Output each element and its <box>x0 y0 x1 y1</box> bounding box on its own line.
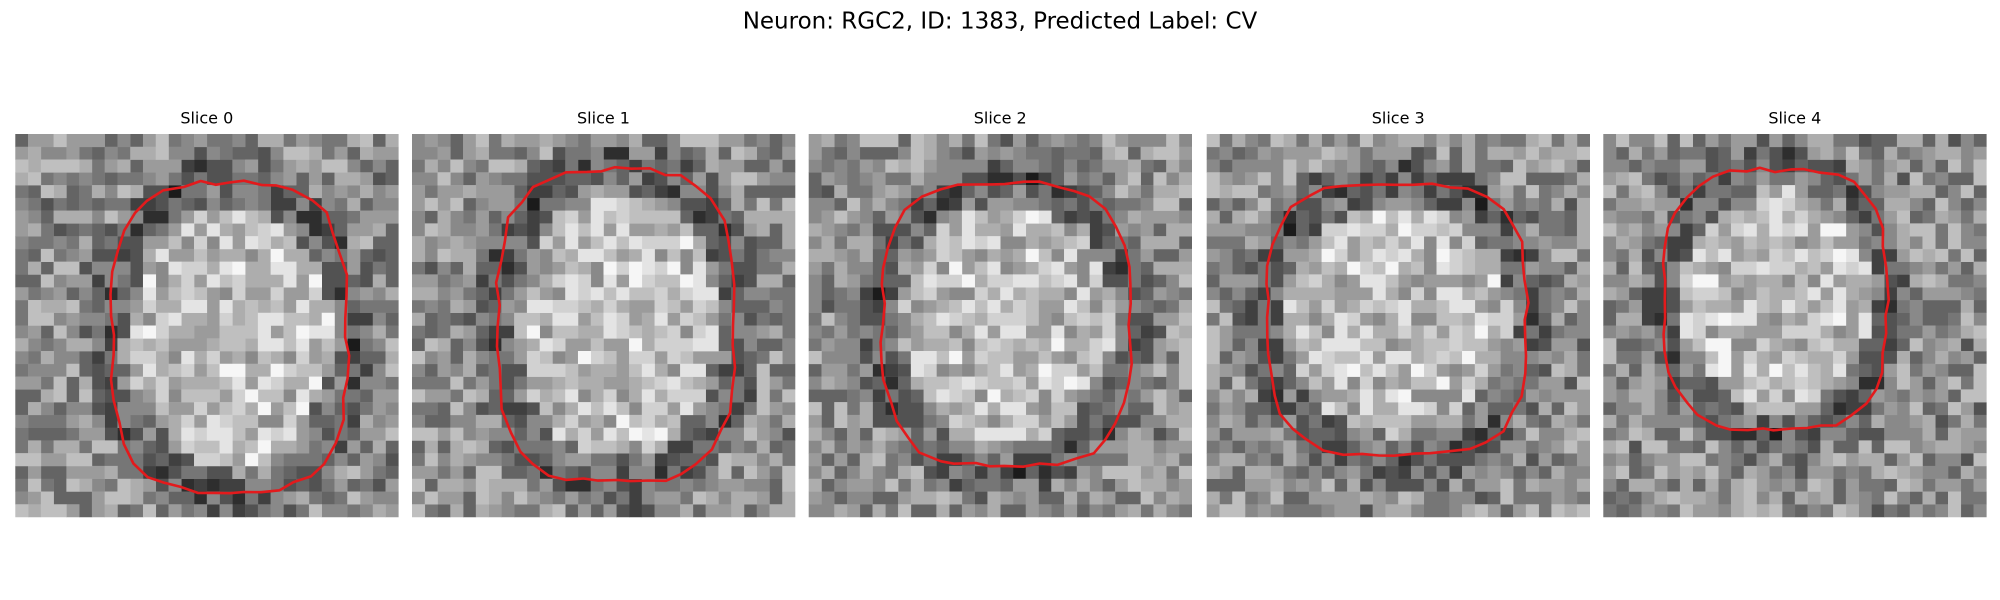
pixel-group <box>1206 134 1590 518</box>
slice-image <box>15 134 399 518</box>
panel-title: Slice 2 <box>974 109 1027 128</box>
pixel-group <box>1603 134 1987 518</box>
slice-image <box>412 134 796 518</box>
pixel-group <box>821 134 1167 505</box>
pixel-group <box>424 146 796 518</box>
pixel-group <box>130 210 335 454</box>
pixel-group <box>1603 134 1987 518</box>
panel-title: Slice 1 <box>577 109 630 128</box>
pixel-group <box>1692 223 1847 377</box>
pixel-group <box>15 134 399 518</box>
pixel-group <box>526 197 540 211</box>
panel-title: Slice 4 <box>1768 109 1821 128</box>
contour <box>1661 166 1890 432</box>
figure-title: Neuron: RGC2, ID: 1383, Predicted Label:… <box>743 9 1258 35</box>
contour <box>494 165 737 483</box>
pixel-group <box>1679 197 1859 403</box>
slice-image <box>808 134 1192 518</box>
contour <box>1265 182 1530 458</box>
pixel-group <box>526 197 719 441</box>
pixel-group <box>1603 134 1987 518</box>
pixel-group <box>15 134 399 518</box>
panel-title: Slice 0 <box>180 109 233 128</box>
pixel-group <box>1679 185 1872 403</box>
pixel-group <box>808 134 1192 518</box>
contour <box>109 179 351 495</box>
slice-image <box>1206 134 1590 518</box>
panel-title: Slice 3 <box>1372 109 1425 128</box>
contour <box>879 180 1133 469</box>
slice-image <box>1603 134 1987 518</box>
pixel-group <box>910 210 1116 441</box>
pixel-group <box>808 134 1192 518</box>
pixel-group <box>1321 210 1501 403</box>
pixel-group <box>130 210 322 467</box>
pixel-group <box>808 134 1192 518</box>
pixel-group <box>949 210 1078 403</box>
